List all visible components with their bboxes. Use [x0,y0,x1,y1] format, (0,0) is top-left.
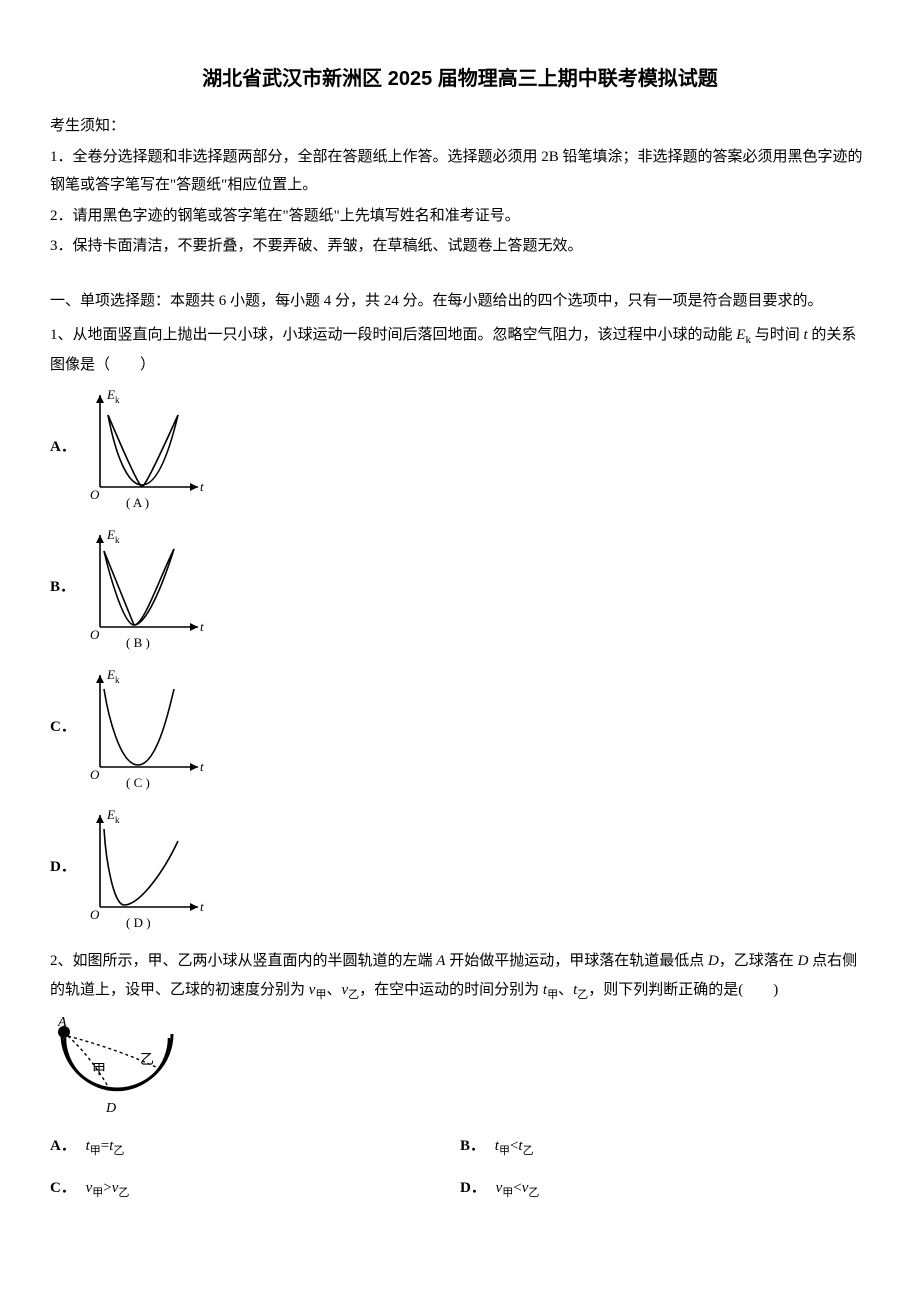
page-title: 湖北省武汉市新洲区 2025 届物理高三上期中联考模拟试题 [50,60,870,98]
svg-text:E: E [106,807,115,822]
notice-heading: 考生须知： [50,112,870,141]
q1-stem: 1、从地面竖直向上抛出一只小球，小球运动一段时间后落回地面。忽略空气阻力，该过程… [50,321,870,379]
q2-optC-letter: C． [50,1180,76,1196]
q2-stem: 2、如图所示，甲、乙两小球从竖直面内的半圆轨道的左端 A 开始做平抛运动，甲球落… [50,947,870,1005]
q1-option-b-graph: E k t O ( B ) [80,527,210,653]
notice-item-2: 2．请用黑色字迹的钢笔或答字笔在"答题纸"上先填写姓名和准考证号。 [50,202,870,231]
q2-optA-letter: A． [50,1138,76,1154]
svg-text:k: k [115,675,120,685]
q2-figure: A D 甲 乙 [50,1016,190,1126]
svg-text:( C ): ( C ) [126,775,150,790]
q2-optA-lsub: 甲 [90,1145,101,1157]
q2-optD-op: < [513,1180,521,1196]
svg-text:O: O [90,627,100,642]
q2-options: A． t甲=t乙 B． t甲<t乙 C． v甲>v乙 D． v甲<v乙 [50,1132,870,1216]
q1-option-c-letter: C． [50,667,80,742]
q1-text-1: 1、从地面竖直向上抛出一只小球，小球运动一段时间后落回地面。忽略空气阻力，该过程… [50,327,736,343]
q2-t3: ，乙球落在 [719,953,798,969]
q2-option-b: B． t甲<t乙 [460,1132,870,1162]
q1-option-a: A． E k t O ( A ) [50,387,870,513]
svg-text:O: O [90,767,100,782]
svg-text:t: t [200,479,204,494]
svg-text:A: A [57,1016,67,1030]
notice-item-1: 1．全卷分选择题和非选择题两部分，全部在答题纸上作答。选择题必须用 2B 铅笔填… [50,143,870,200]
q2-tjia-sub: 甲 [547,989,558,1001]
q1-option-d-graph: E k t O ( D ) [80,807,210,933]
q1-option-b: B． E k t O ( B ) [50,527,870,653]
q2-optA-rsub: 乙 [113,1145,124,1157]
svg-text:k: k [115,395,120,405]
svg-text:甲: 甲 [92,1063,106,1078]
q1-option-d: D． E k t O ( D ) [50,807,870,933]
q2-optA-op: = [101,1138,109,1154]
q2-optB-lsub: 甲 [499,1145,510,1157]
question-2: 2、如图所示，甲、乙两小球从竖直面内的半圆轨道的左端 A 开始做平抛运动，甲球落… [50,947,870,1215]
q2-optD-rsub: 乙 [528,1187,539,1199]
q1-option-a-graph: E k t O ( A ) [80,387,210,513]
q2-option-d: D． v甲<v乙 [460,1174,870,1204]
svg-text:D: D [105,1101,116,1116]
svg-text:( B ): ( B ) [126,635,150,650]
q2-optD-letter: D． [460,1180,486,1196]
q2-vjia-sub: 甲 [315,989,326,1001]
svg-text:( D ): ( D ) [126,915,151,930]
q1-option-d-letter: D． [50,807,80,882]
svg-text:E: E [106,527,115,542]
svg-text:k: k [115,815,120,825]
svg-text:乙: 乙 [140,1052,154,1068]
svg-text:t: t [200,759,204,774]
svg-text:E: E [106,667,115,682]
q1-text-2: 与时间 [751,327,804,343]
q2-optD-lsub: 甲 [502,1187,513,1199]
svg-text:E: E [106,387,115,402]
q2-varD: D [708,953,719,969]
svg-text:O: O [90,907,100,922]
q2-optC-op: > [103,1180,111,1196]
q2-t1: 2、如图所示，甲、乙两小球从竖直面内的半圆轨道的左端 [50,953,436,969]
svg-text:t: t [200,619,204,634]
q1-option-b-letter: B． [50,527,80,602]
question-1: 1、从地面竖直向上抛出一只小球，小球运动一段时间后落回地面。忽略空气阻力，该过程… [50,321,870,933]
q1-option-a-letter: A． [50,387,80,462]
q2-t6: ，在空中运动的时间分别为 [359,982,543,998]
q2-t8: ，则下列判断正确的是( ) [588,982,778,998]
q2-vyi-sub: 乙 [348,989,359,1001]
q2-tyi-sub: 乙 [577,989,588,1001]
notice-item-3: 3．保持卡面清洁，不要折叠，不要弄破、弄皱，在草稿纸、试题卷上答题无效。 [50,232,870,261]
svg-text:k: k [115,535,120,545]
q2-t2: 开始做平抛运动，甲球落在轨道最低点 [445,953,708,969]
q2-optB-rsub: 乙 [523,1145,534,1157]
q2-optC-lsub: 甲 [92,1187,103,1199]
q1-option-c-graph: E k t O ( C ) [80,667,210,793]
svg-text:t: t [200,899,204,914]
q2-option-c: C． v甲>v乙 [50,1174,460,1204]
svg-text:O: O [90,487,100,502]
q2-varD2: D [798,953,809,969]
q2-optC-rsub: 乙 [118,1187,129,1199]
q1-option-c: C． E k t O ( C ) [50,667,870,793]
section-1-heading: 一、单项选择题：本题共 6 小题，每小题 4 分，共 24 分。在每小题给出的四… [50,287,870,316]
svg-text:( A ): ( A ) [126,495,149,510]
q2-t5: 、 [326,982,341,998]
q2-t7: 、 [558,982,573,998]
q2-optB-letter: B． [460,1138,485,1154]
q2-option-a: A． t甲=t乙 [50,1132,460,1162]
